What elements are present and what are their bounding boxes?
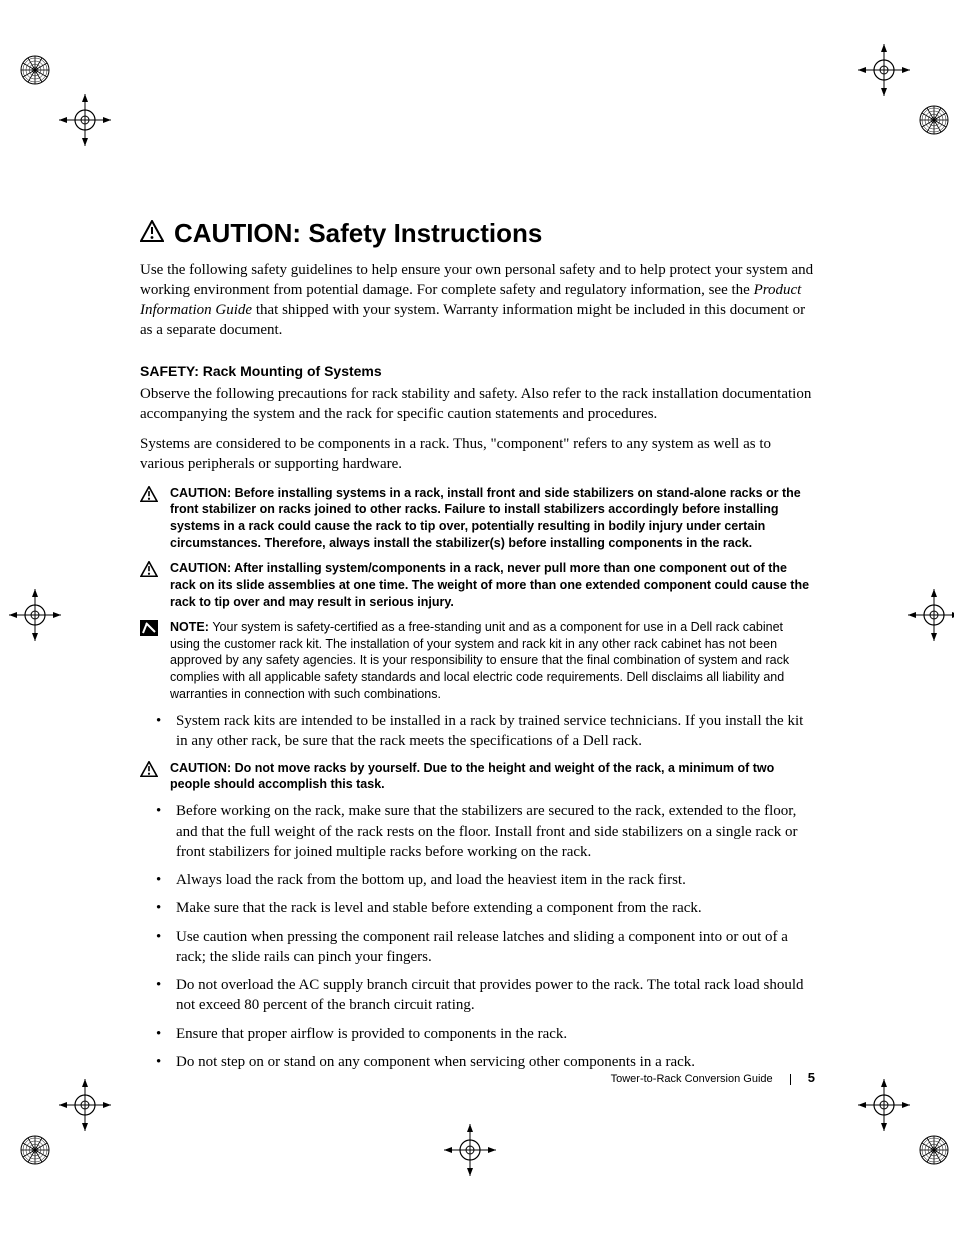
regmark-cross-icon xyxy=(440,1120,500,1180)
intro-pre: Use the following safety guidelines to h… xyxy=(140,262,813,298)
page-content: CAUTION: Safety Instructions Use the fol… xyxy=(140,218,815,1080)
regmark-cross-icon xyxy=(904,585,954,645)
intro-paragraph: Use the following safety guidelines to h… xyxy=(140,261,815,341)
regmark-cross-icon xyxy=(55,90,115,150)
note-1-text: Your system is safety-certified as a fre… xyxy=(170,620,789,702)
caution-callout-3: CAUTION: Do not move racks by yourself. … xyxy=(140,760,815,794)
caution-label: CAUTION: xyxy=(170,561,234,575)
regmark-cross-icon xyxy=(5,585,65,645)
caution-triangle-icon xyxy=(140,218,164,249)
paragraph-2: Systems are considered to be components … xyxy=(140,435,815,475)
caution-triangle-icon xyxy=(140,485,168,553)
caution-triangle-icon xyxy=(140,760,168,794)
list-item: Use caution when pressing the component … xyxy=(172,927,815,968)
paragraph-1: Observe the following precautions for ra… xyxy=(140,385,815,425)
note-callout-1: NOTE: Your system is safety-certified as… xyxy=(140,619,815,703)
page-footer: Tower-to-Rack Conversion Guide 5 xyxy=(140,1070,815,1085)
list-item: Make sure that the rack is level and sta… xyxy=(172,898,815,918)
list-item: System rack kits are intended to be inst… xyxy=(172,711,815,752)
regmark-cross-icon xyxy=(55,1075,115,1135)
footer-separator xyxy=(790,1074,791,1085)
regmark-hatch-icon xyxy=(904,90,954,150)
list-item: Do not step on or stand on any component… xyxy=(172,1052,815,1072)
caution-3-text: Do not move racks by yourself. Due to th… xyxy=(170,761,774,792)
list-item: Do not overload the AC supply branch cir… xyxy=(172,975,815,1016)
list-item: Ensure that proper airflow is provided t… xyxy=(172,1024,815,1044)
caution-callout-1: CAUTION: Before installing systems in a … xyxy=(140,485,815,553)
list-item: Always load the rack from the bottom up,… xyxy=(172,870,815,890)
regmark-cross-icon xyxy=(854,1075,914,1135)
caution-label: CAUTION: xyxy=(170,761,235,775)
list-item: Before working on the rack, make sure th… xyxy=(172,801,815,862)
note-label: NOTE: xyxy=(170,620,212,634)
page-number: 5 xyxy=(808,1070,815,1085)
footer-title: Tower-to-Rack Conversion Guide xyxy=(611,1073,773,1085)
note-icon xyxy=(140,619,168,703)
caution-1-text: Before installing systems in a rack, ins… xyxy=(170,486,801,551)
caution-label: CAUTION: xyxy=(170,486,235,500)
caution-2-text: After installing system/components in a … xyxy=(170,561,809,609)
bullet-list-2: Before working on the rack, make sure th… xyxy=(140,801,815,1072)
main-title: CAUTION: Safety Instructions xyxy=(140,218,815,249)
main-title-text: CAUTION: Safety Instructions xyxy=(174,218,542,249)
caution-triangle-icon xyxy=(140,560,168,611)
bullet-list-1: System rack kits are intended to be inst… xyxy=(140,711,815,752)
safety-subheading: SAFETY: Rack Mounting of Systems xyxy=(140,363,815,379)
caution-callout-2: CAUTION: After installing system/compone… xyxy=(140,560,815,611)
